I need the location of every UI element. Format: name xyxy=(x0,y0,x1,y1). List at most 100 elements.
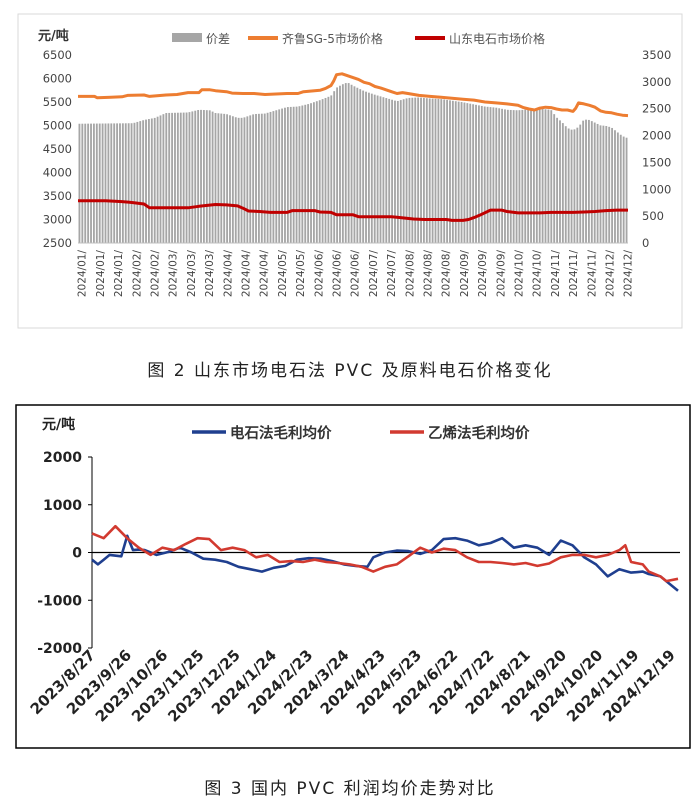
spread-bar xyxy=(139,121,142,243)
spread-bar xyxy=(214,113,217,243)
x-tick-label: 2024/09/ xyxy=(495,250,507,298)
spread-bar xyxy=(223,113,226,243)
x-tick-label: 2024/05/ xyxy=(277,250,289,298)
x-tick-label: 2024/01/ xyxy=(113,250,125,298)
spread-bar xyxy=(257,113,260,243)
x-tick-label: 2024/04/ xyxy=(240,250,252,298)
spread-bar xyxy=(110,123,113,243)
spread-bar xyxy=(208,110,211,243)
spread-bar xyxy=(159,115,162,243)
spread-bar xyxy=(194,110,197,243)
x-tick-label: 2024/03/ xyxy=(204,250,216,298)
spread-bar xyxy=(431,98,434,243)
spread-bar xyxy=(136,121,139,243)
spread-bar xyxy=(498,108,501,243)
spread-bar xyxy=(98,123,101,243)
spread-bar xyxy=(567,128,570,243)
spread-bar xyxy=(501,108,504,244)
spread-bar xyxy=(506,109,509,243)
x-tick-label: 2024/06/ xyxy=(313,250,325,298)
spread-bar xyxy=(292,106,295,244)
spread-bar xyxy=(229,115,231,243)
figure2-frame xyxy=(15,404,691,749)
spread-bar xyxy=(310,103,312,243)
spread-bar xyxy=(298,106,301,243)
y-tick-label: 2000 xyxy=(43,450,82,466)
spread-bar xyxy=(556,117,559,243)
spread-bar xyxy=(269,111,272,244)
spread-bar xyxy=(312,102,315,243)
x-tick-label: 2024/06/ xyxy=(350,250,362,298)
spread-bar xyxy=(202,110,205,243)
spread-bar xyxy=(156,116,159,243)
spread-bar xyxy=(333,91,336,243)
spread-bar xyxy=(579,124,582,243)
y-tick-label: -2000 xyxy=(37,641,82,657)
spread-bar xyxy=(182,112,185,244)
spread-bar xyxy=(373,94,376,243)
spread-bar xyxy=(356,87,359,243)
spread-bar xyxy=(171,112,174,243)
spread-bar xyxy=(130,123,133,243)
spread-bar xyxy=(92,123,95,243)
spread-bar xyxy=(515,110,518,243)
x-tick-label: 2024/12/ xyxy=(623,250,635,298)
spread-bar xyxy=(614,130,616,243)
spread-bar xyxy=(593,122,596,243)
spread-bar xyxy=(252,114,255,243)
spread-bar xyxy=(153,117,156,243)
spread-bar xyxy=(376,95,379,244)
spread-bar xyxy=(243,117,246,243)
spread-bar xyxy=(605,125,608,243)
spread-bar xyxy=(573,129,576,243)
spread-bar xyxy=(602,125,605,243)
spread-bar xyxy=(530,109,532,243)
spread-bar xyxy=(200,109,202,244)
spread-bar xyxy=(353,86,356,243)
x-tick-label: 2024/01/ xyxy=(95,250,107,298)
spread-bar xyxy=(495,107,498,244)
spread-bar xyxy=(188,112,191,243)
spread-bar xyxy=(286,107,289,243)
left-tick-label: 6000 xyxy=(43,72,72,86)
x-tick-label: 2024/04/ xyxy=(259,250,271,298)
spread-bar xyxy=(113,123,116,243)
legend-swatch-0 xyxy=(172,33,202,42)
spread-bar xyxy=(553,114,556,243)
x-tick-label: 2024/08/ xyxy=(441,250,453,298)
spread-bar xyxy=(350,84,353,244)
x-tick-label: 2024/09/ xyxy=(459,250,471,298)
left-tick-label: 2500 xyxy=(43,236,72,250)
spread-bar xyxy=(150,118,153,243)
spread-bar xyxy=(367,92,370,243)
x-tick-label: 2024/08/ xyxy=(422,250,434,298)
spread-bar xyxy=(446,99,449,243)
spread-bar xyxy=(318,100,321,243)
spread-bar xyxy=(469,103,472,244)
spread-bar xyxy=(162,114,165,243)
x-tick-label: 2024/03/ xyxy=(168,250,180,298)
spread-bar xyxy=(95,123,98,243)
spread-bar xyxy=(437,98,440,244)
spread-bar xyxy=(538,108,541,243)
spread-bar xyxy=(535,108,538,243)
spread-bar xyxy=(449,100,451,244)
spread-bar xyxy=(168,112,171,243)
spread-bar xyxy=(101,123,104,243)
spread-bar xyxy=(622,136,625,243)
spread-bar xyxy=(321,99,324,243)
x-tick-label: 2024/01/ xyxy=(77,250,89,298)
spread-bar xyxy=(327,96,330,243)
spread-bar xyxy=(330,95,333,243)
spread-bar xyxy=(176,112,179,244)
right-tick-label: 500 xyxy=(642,209,664,223)
spread-bar xyxy=(104,123,107,243)
x-tick-label: 2024/10/ xyxy=(532,250,544,298)
spread-bar xyxy=(527,109,530,243)
spread-bar xyxy=(428,98,431,243)
spread-bar xyxy=(124,123,127,243)
y-tick-label: 1000 xyxy=(43,498,82,514)
legend2-label-1: 乙烯法毛利均价 xyxy=(428,424,530,442)
figure1-unit-label: 元/吨 xyxy=(38,28,69,44)
x-tick-label: 2024/05/ xyxy=(295,250,307,298)
